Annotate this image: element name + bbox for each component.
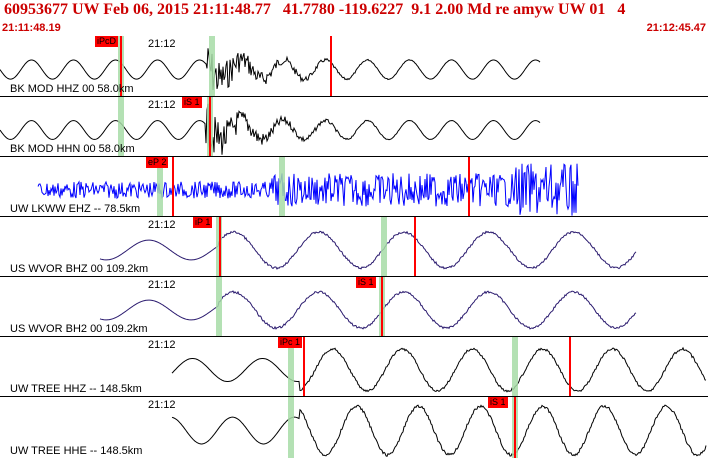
- waveform-trace: [37, 163, 579, 216]
- pick-marker[interactable]: [381, 277, 383, 336]
- waveform: [99, 290, 637, 330]
- header-bar: 60953677 UW Feb 06, 2015 21:11:48.77 41.…: [0, 0, 708, 36]
- pick-label[interactable]: iPcD: [95, 36, 119, 47]
- event-title: 60953677 UW Feb 06, 2015 21:11:48.77 41.…: [4, 1, 626, 18]
- pick-window: [157, 157, 163, 216]
- pick-marker[interactable]: [120, 36, 122, 96]
- channel-label: US WVOR BH2 00 109.2km: [10, 323, 148, 335]
- waveform: [171, 404, 707, 457]
- pick-label[interactable]: iS 1: [182, 97, 202, 108]
- waveform: [0, 48, 541, 91]
- end-time: 21:12:45.47: [646, 22, 706, 34]
- pick-window: [209, 36, 215, 96]
- trace-area[interactable]: iPcD 21:12 BK MOD HHZ 00 58.0km iS 1 21:…: [0, 36, 708, 458]
- waveform: [0, 103, 541, 155]
- pick-marker[interactable]: [172, 157, 174, 216]
- channel-label: UW TREE HHZ -- 148.5km: [10, 383, 142, 395]
- time-label: 21:12: [148, 399, 176, 411]
- channel-label: BK MOD HHZ 00 58.0km: [10, 83, 134, 95]
- trace-panel-wvor-bh2[interactable]: iS 1 21:12 US WVOR BH2 00 109.2km: [0, 277, 708, 337]
- time-label: 21:12: [148, 339, 176, 351]
- trace-panel-wvor-bhz[interactable]: iP 1 21:12 US WVOR BHZ 00 109.2km: [0, 217, 708, 277]
- waveform: [171, 346, 707, 393]
- pick-label[interactable]: iPc 1: [278, 337, 303, 348]
- waveform: [37, 163, 579, 216]
- start-time: 21:11:48.19: [2, 22, 61, 34]
- time-label: 21:12: [148, 219, 176, 231]
- trace-panel-mod-hhz[interactable]: iPcD 21:12 BK MOD HHZ 00 58.0km: [0, 36, 708, 97]
- pick-label[interactable]: iS 1: [488, 397, 508, 408]
- waveform-trace: [99, 290, 637, 330]
- pick-window: [288, 397, 294, 458]
- waveform-trace: [171, 404, 707, 457]
- waveform: [99, 230, 637, 270]
- channel-label: BK MOD HHN 00 58.0km: [10, 143, 135, 155]
- trace-panel-mod-hhn[interactable]: iS 1 21:12 BK MOD HHN 00 58.0km: [0, 97, 708, 157]
- time-label: 21:12: [148, 99, 176, 111]
- pick-window: [288, 337, 294, 396]
- pick-marker[interactable]: [414, 217, 416, 276]
- pick-marker[interactable]: [219, 217, 221, 276]
- time-label: 21:12: [148, 38, 176, 50]
- pick-marker[interactable]: [330, 36, 332, 96]
- pick-marker[interactable]: [514, 397, 516, 458]
- channel-label: UW TREE HHE -- 148.5km: [10, 445, 143, 457]
- trace-panel-lkww-ehz[interactable]: eP 2 UW LKWW EHZ -- 78.5km: [0, 157, 708, 217]
- trace-panel-tree-hhz[interactable]: iPc 1 21:12 UW TREE HHZ -- 148.5km: [0, 337, 708, 397]
- pick-marker[interactable]: [209, 97, 211, 156]
- waveform-trace: [99, 230, 637, 270]
- pick-window: [118, 97, 124, 156]
- pick-window: [512, 337, 518, 396]
- waveform-trace: [171, 346, 707, 393]
- channel-label: UW LKWW EHZ -- 78.5km: [10, 203, 141, 215]
- pick-marker[interactable]: [569, 337, 571, 396]
- pick-window: [216, 277, 222, 336]
- pick-label[interactable]: eP 2: [146, 157, 169, 168]
- waveform-trace: [0, 103, 541, 155]
- time-label: 21:12: [148, 279, 176, 291]
- trace-panel-tree-hhe[interactable]: iS 1 21:12 UW TREE HHE -- 148.5km: [0, 397, 708, 458]
- pick-window: [279, 157, 285, 216]
- pick-marker[interactable]: [303, 337, 305, 396]
- pick-marker[interactable]: [468, 157, 470, 216]
- pick-label[interactable]: iP 1: [193, 217, 213, 228]
- pick-label[interactable]: iS 1: [356, 277, 376, 288]
- channel-label: US WVOR BHZ 00 109.2km: [10, 263, 149, 275]
- pick-window: [381, 217, 387, 276]
- waveform-trace: [0, 48, 541, 91]
